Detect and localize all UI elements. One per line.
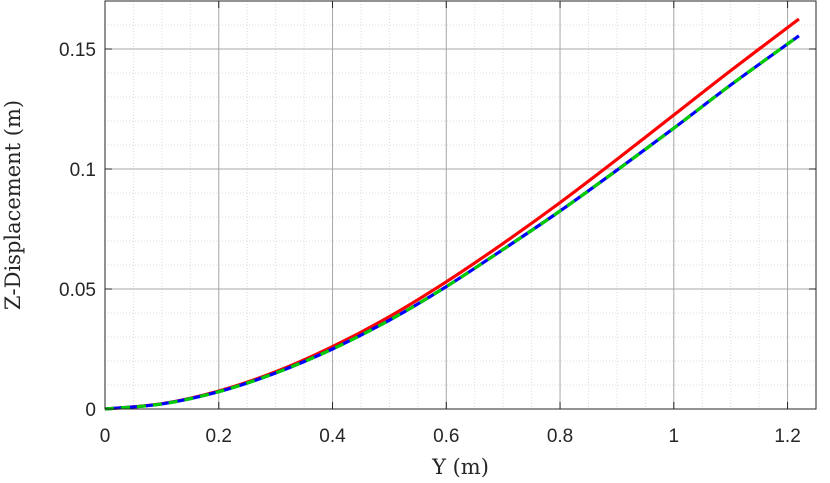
y-tick-label: 0.05: [59, 280, 96, 301]
x-tick-label: 0.2: [206, 426, 232, 447]
x-tick-label: 0.4: [319, 426, 346, 447]
x-tick-labels: 0 0.2 0.4 0.6 0.8 1 1.2: [100, 426, 801, 447]
y-tick-label: 0.1: [70, 160, 96, 181]
y-tick-label: 0.15: [59, 40, 96, 61]
x-axis-title: Y (m): [431, 455, 489, 479]
major-grid: [104, 1, 816, 410]
series-line-2: [104, 34, 800, 411]
series-line-3: [104, 34, 800, 411]
y-tick-labels: 0 0.05 0.1 0.15: [59, 40, 96, 421]
x-tick-label: 1: [669, 426, 680, 447]
axis-ticks: [104, 1, 816, 410]
x-tick-label: 0.8: [547, 426, 573, 447]
x-tick-label: 0.6: [433, 426, 459, 447]
y-axis-title: Z-Displacement (m): [1, 100, 25, 310]
y-tick-label: 0: [85, 400, 96, 421]
x-tick-label: 0: [100, 426, 111, 447]
x-tick-label: 1.2: [774, 426, 800, 447]
minor-grid: [104, 0, 817, 410]
series-layer: [104, 17, 800, 411]
plot-frame: [104, 0, 817, 410]
series-line-1: [104, 17, 800, 411]
